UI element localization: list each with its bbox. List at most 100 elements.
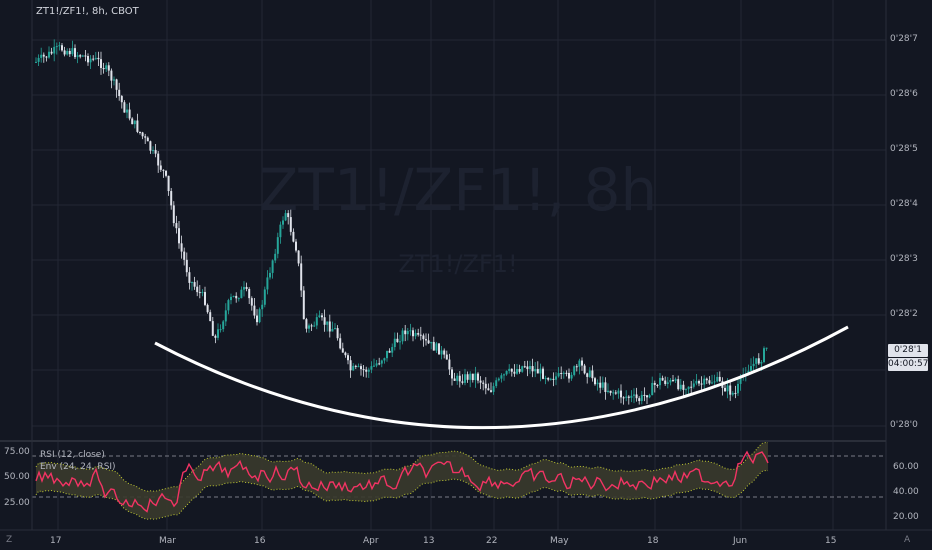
rounding-bottom-curve bbox=[154, 325, 849, 430]
candle-body bbox=[55, 46, 58, 48]
candle-body bbox=[100, 59, 102, 68]
candle-body bbox=[97, 57, 100, 60]
candle-body bbox=[695, 381, 698, 384]
candle-body bbox=[588, 370, 591, 377]
candle-body bbox=[656, 384, 659, 386]
price-tick-label: 0'28'7 bbox=[890, 34, 918, 44]
candle-body bbox=[152, 150, 154, 152]
candle-body bbox=[211, 321, 214, 336]
candle-body bbox=[412, 330, 414, 337]
time-tick-label: Jun bbox=[733, 536, 748, 546]
rsi-legend[interactable]: RSI (12, close) bbox=[40, 450, 105, 460]
candle-body bbox=[653, 382, 656, 385]
candle-body bbox=[331, 328, 334, 332]
candle-body bbox=[565, 372, 568, 374]
candle-body bbox=[235, 295, 238, 299]
zoom-toggle-icon[interactable]: Z bbox=[6, 535, 13, 545]
candle-body bbox=[185, 259, 188, 273]
candle-body bbox=[700, 383, 703, 385]
candle-body bbox=[383, 358, 386, 361]
candle-body bbox=[399, 341, 401, 343]
candle-body bbox=[136, 120, 139, 132]
candle-body bbox=[105, 65, 108, 70]
candle-body bbox=[305, 319, 308, 329]
candle-body bbox=[149, 141, 152, 151]
candle-body bbox=[139, 131, 141, 133]
candle-body bbox=[583, 365, 586, 374]
candle-body bbox=[196, 286, 199, 293]
candle-body bbox=[178, 228, 180, 244]
candle-body bbox=[757, 358, 760, 364]
candle-body bbox=[386, 350, 388, 359]
candle-body bbox=[84, 55, 87, 57]
candle-body bbox=[120, 96, 123, 103]
price-tick-label: 0'28'4 bbox=[890, 199, 918, 209]
candle-body bbox=[651, 382, 654, 396]
candle-body bbox=[604, 382, 607, 393]
candle-body bbox=[734, 392, 737, 394]
candle-body bbox=[503, 374, 505, 376]
candle-body bbox=[248, 288, 251, 299]
candle-body bbox=[292, 231, 295, 242]
candle-body bbox=[518, 369, 521, 372]
candle-body bbox=[731, 392, 734, 395]
candle-body bbox=[266, 277, 269, 290]
candle-body bbox=[172, 205, 175, 224]
candle-body bbox=[536, 369, 539, 374]
candle-body bbox=[679, 384, 682, 390]
candle-body bbox=[448, 359, 451, 370]
candle-body bbox=[357, 366, 360, 368]
candle-body bbox=[492, 386, 495, 392]
candle-body bbox=[271, 260, 274, 273]
candle-body bbox=[417, 332, 420, 335]
candle-body bbox=[601, 382, 604, 388]
candle-body bbox=[760, 362, 763, 364]
candle-body bbox=[505, 370, 508, 375]
candle-body bbox=[79, 55, 82, 57]
candle-body bbox=[620, 390, 622, 398]
candle-body bbox=[113, 79, 115, 81]
candle-body bbox=[440, 350, 443, 355]
candle-body bbox=[638, 398, 641, 402]
candle-body bbox=[409, 330, 412, 332]
candle-body bbox=[217, 329, 219, 338]
candle-body bbox=[339, 338, 342, 349]
candle-body bbox=[708, 380, 711, 384]
candle-body bbox=[256, 315, 258, 323]
candle-body bbox=[422, 335, 425, 340]
candle-body bbox=[74, 48, 76, 58]
candle-body bbox=[269, 272, 271, 278]
time-tick-label: 22 bbox=[486, 536, 498, 546]
candle-body bbox=[646, 395, 648, 398]
candle-body bbox=[162, 169, 165, 171]
candle-body bbox=[461, 381, 464, 383]
candle-body bbox=[365, 369, 368, 372]
candle-body bbox=[456, 375, 459, 381]
time-tick-label: Apr bbox=[363, 536, 379, 546]
candle-body bbox=[612, 392, 615, 394]
candle-body bbox=[763, 348, 765, 363]
candle-body bbox=[302, 290, 305, 320]
envelope-legend[interactable]: Env (24, 24, RSI) bbox=[40, 462, 116, 472]
candle-body bbox=[71, 48, 74, 55]
auto-scale-icon[interactable]: A bbox=[904, 535, 911, 545]
candle-body bbox=[360, 366, 362, 370]
candle-body bbox=[750, 366, 752, 371]
candle-body bbox=[500, 375, 503, 379]
time-tick-label: 17 bbox=[50, 536, 62, 546]
candle-body bbox=[391, 347, 394, 353]
symbol-header[interactable]: ZT1!/ZF1!, 8h, CBOT bbox=[36, 6, 139, 17]
candle-body bbox=[323, 317, 326, 325]
candle-body bbox=[334, 328, 336, 330]
candle-body bbox=[66, 50, 69, 55]
candle-body bbox=[144, 136, 147, 138]
candle-body bbox=[232, 295, 235, 297]
candle-body bbox=[388, 350, 391, 353]
candle-body bbox=[599, 382, 602, 388]
candle-body bbox=[755, 358, 758, 364]
rsi-right-tick-label: 40.00 bbox=[893, 487, 919, 497]
candle-body bbox=[513, 371, 516, 374]
candle-body bbox=[531, 366, 534, 372]
candle-body bbox=[458, 375, 461, 382]
